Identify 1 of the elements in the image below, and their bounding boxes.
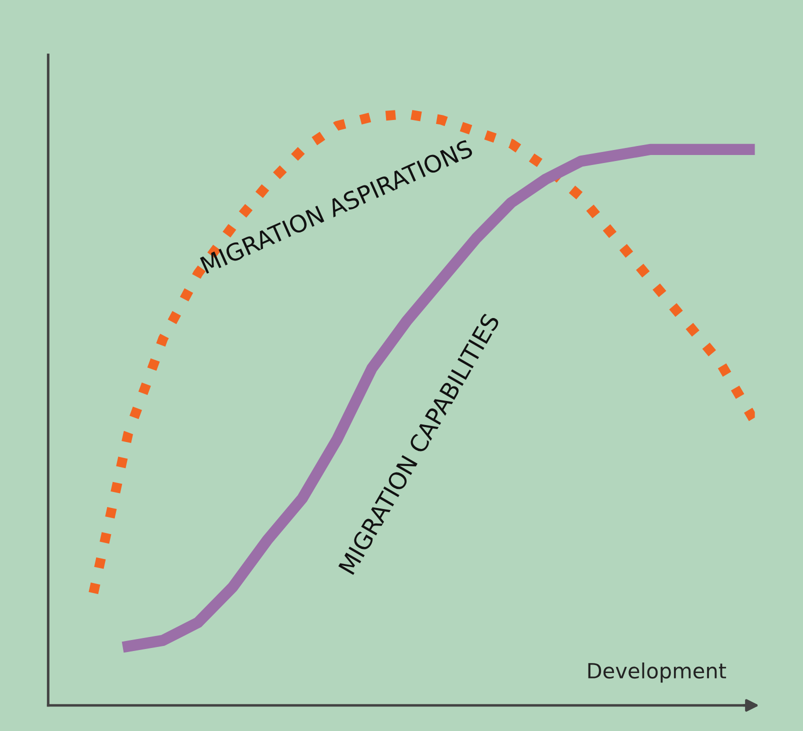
x-axis-title: Development (588, 662, 726, 683)
